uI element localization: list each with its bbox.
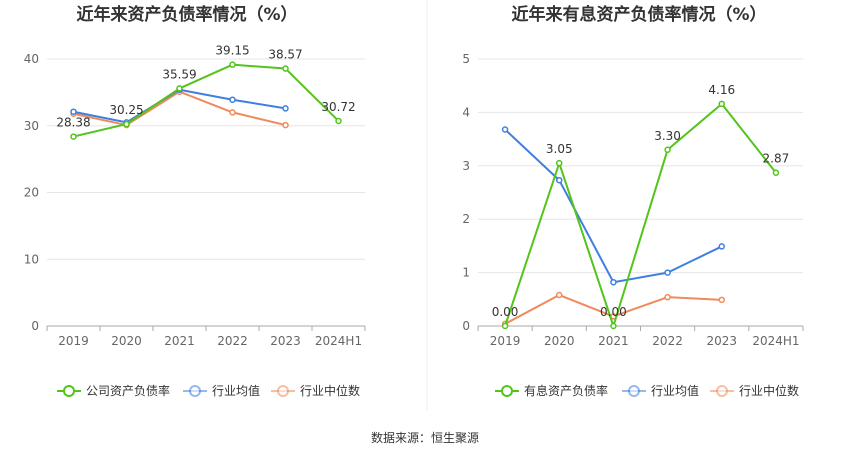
y-tick-label: 0 — [462, 319, 470, 333]
legend-marker — [628, 385, 640, 397]
data-point — [556, 176, 563, 184]
series-line — [73, 90, 286, 127]
legend-marker — [189, 385, 201, 397]
data-point — [610, 278, 617, 286]
x-tick-label: 2020 — [544, 334, 575, 348]
series-line — [504, 128, 723, 284]
data-point — [501, 322, 509, 330]
y-tick-label: 30 — [24, 119, 39, 133]
legend-item[interactable]: 有息资产负债率 — [495, 383, 608, 398]
data-label: 35.59 — [162, 67, 196, 81]
y-tick-label: 10 — [24, 252, 39, 266]
legend-item[interactable]: 行业均值 — [622, 383, 699, 398]
chart-interest-debt-ratio: 近年来有息资产负债率情况（%） 0 1 2 3 4 5 2019 2020 2021 2022 202… — [462, 4, 804, 398]
data-point — [556, 291, 563, 299]
legend-label: 行业中位数 — [300, 383, 360, 398]
legend-item[interactable]: 行业均值 — [183, 383, 260, 398]
data-label: 3.30 — [654, 129, 681, 143]
y-tick-label: 1 — [462, 266, 470, 280]
x-tick-label: 2019 — [58, 334, 89, 348]
data-label: 4.16 — [708, 83, 735, 97]
y-tick-label: 3 — [462, 159, 470, 173]
data-point — [229, 61, 236, 68]
legend-marker — [277, 385, 289, 397]
data-label: 3.05 — [546, 142, 573, 156]
data-point — [664, 293, 671, 301]
y-tick-label: 20 — [24, 186, 39, 200]
data-label: 0.00 — [492, 305, 519, 319]
x-tick-label: 2024H1 — [752, 334, 799, 348]
y-tick-label: 4 — [462, 105, 470, 119]
legend-label: 行业均值 — [212, 383, 260, 398]
legend-label: 行业均值 — [651, 383, 699, 398]
legend-item[interactable]: 行业中位数 — [710, 383, 799, 398]
legend-item[interactable]: 公司资产负债率 — [57, 383, 170, 398]
data-source-note: 数据来源：恒生聚源 — [371, 430, 479, 445]
data-label: 2.87 — [763, 152, 790, 166]
data-point — [664, 146, 671, 154]
y-tick-label: 40 — [24, 52, 39, 66]
data-point — [70, 133, 77, 140]
data-label: 38.57 — [268, 48, 302, 62]
data-label: 30.25 — [109, 103, 143, 117]
y-tick-label: 2 — [462, 212, 470, 226]
chart-debt-ratio: 近年来资产负债率情况（%） 0 10 20 30 40 2019 2020 2021 2022 20… — [24, 4, 366, 398]
data-point — [556, 159, 563, 167]
data-point — [718, 243, 725, 250]
chart-title: 近年来资产负债率情况（%） — [76, 4, 297, 25]
data-point — [610, 322, 617, 330]
x-tick-label: 2020 — [111, 334, 142, 348]
data-point — [123, 120, 130, 128]
y-tick-label: 0 — [31, 319, 39, 333]
data-point — [718, 100, 725, 108]
data-point — [664, 269, 671, 276]
series-line — [73, 63, 340, 138]
data-point — [501, 126, 509, 133]
data-label: 39.15 — [215, 44, 249, 58]
data-label: 28.38 — [56, 116, 90, 130]
x-tick-label: 2022 — [652, 334, 683, 348]
data-point — [718, 296, 725, 304]
data-point — [229, 96, 236, 103]
series-line — [504, 102, 777, 327]
data-point — [282, 105, 289, 112]
legend-item[interactable]: 行业中位数 — [271, 383, 360, 398]
x-tick-label: 2023 — [270, 334, 301, 348]
x-tick-label: 2021 — [164, 334, 195, 348]
chart-title: 近年来有息资产负债率情况（%） — [511, 4, 766, 25]
x-tick-label: 2023 — [706, 334, 737, 348]
data-point — [335, 117, 342, 125]
x-tick-label: 2024H1 — [315, 334, 362, 348]
data-point — [176, 85, 183, 92]
data-point — [229, 109, 236, 116]
data-label: 30.72 — [321, 100, 355, 114]
legend-marker — [716, 385, 728, 397]
legend-label: 行业中位数 — [739, 383, 799, 398]
x-tick-label: 2019 — [490, 334, 521, 348]
legend-marker — [501, 385, 513, 397]
data-label: 0.00 — [600, 305, 627, 319]
data-point — [282, 65, 289, 72]
legend-marker — [63, 385, 75, 397]
legend-label: 公司资产负债率 — [86, 383, 170, 398]
legend-label: 有息资产负债率 — [524, 383, 608, 398]
data-point — [772, 169, 780, 176]
data-point — [70, 108, 77, 115]
data-point — [282, 121, 289, 129]
x-tick-label: 2022 — [217, 334, 248, 348]
y-tick-label: 5 — [462, 52, 470, 66]
x-tick-label: 2021 — [598, 334, 629, 348]
